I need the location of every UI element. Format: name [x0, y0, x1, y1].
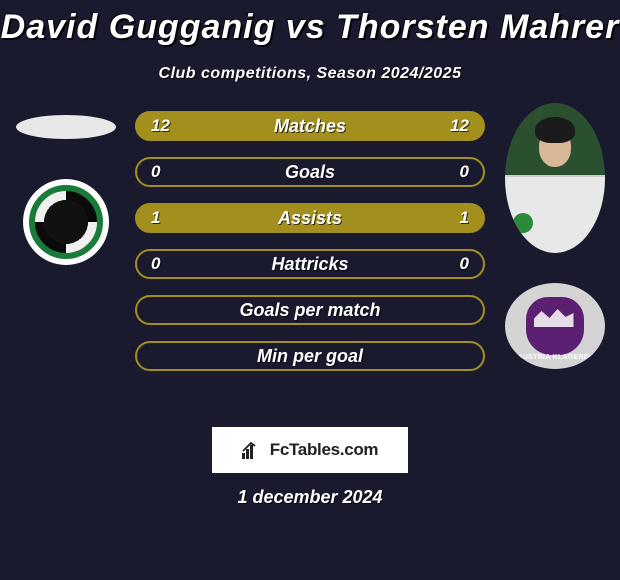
subtitle: Club competitions, Season 2024/2025	[0, 65, 620, 83]
right-player-avatar	[505, 103, 605, 253]
stat-bar: 1Assists1	[135, 203, 485, 233]
stat-right-value: 12	[441, 116, 469, 136]
stat-label: Matches	[179, 116, 441, 137]
stat-right-value: 0	[441, 254, 469, 274]
stat-label: Assists	[179, 208, 441, 229]
stat-right-value: 1	[441, 208, 469, 228]
stat-left-value: 1	[151, 208, 179, 228]
date-text: 1 december 2024	[0, 487, 620, 508]
stat-bar: 12Matches12	[135, 111, 485, 141]
comparison-area: SK AUSTRIA KLAGENFURT 12Matches120Goals0…	[0, 103, 620, 423]
left-club-logo	[23, 179, 109, 265]
right-club-label: SK AUSTRIA KLAGENFURT	[505, 354, 605, 361]
club-shield-icon	[526, 297, 584, 355]
stat-label: Goals per match	[179, 300, 441, 321]
stat-label: Min per goal	[179, 346, 441, 367]
stat-left-value: 12	[151, 116, 179, 136]
right-player-column: SK AUSTRIA KLAGENFURT	[497, 103, 612, 369]
right-club-logo: SK AUSTRIA KLAGENFURT	[505, 283, 605, 369]
stat-label: Hattricks	[179, 254, 441, 275]
stat-bar: Min per goal	[135, 341, 485, 371]
left-player-column	[8, 103, 123, 265]
fctables-logo-icon	[242, 441, 264, 459]
stat-bars: 12Matches120Goals01Assists10Hattricks0Go…	[135, 111, 485, 387]
jersey-icon	[505, 175, 605, 253]
stat-label: Goals	[179, 162, 441, 183]
stat-bar: Goals per match	[135, 295, 485, 325]
attribution-text: FcTables.com	[270, 440, 379, 460]
attribution-badge: FcTables.com	[212, 427, 408, 473]
stat-bar: 0Hattricks0	[135, 249, 485, 279]
soccer-ball-icon	[29, 185, 103, 259]
stat-bar: 0Goals0	[135, 157, 485, 187]
left-player-avatar-placeholder	[16, 115, 116, 139]
page-title: David Gugganig vs Thorsten Mahrer	[0, 0, 620, 47]
stat-right-value: 0	[441, 162, 469, 182]
stat-left-value: 0	[151, 162, 179, 182]
stat-left-value: 0	[151, 254, 179, 274]
